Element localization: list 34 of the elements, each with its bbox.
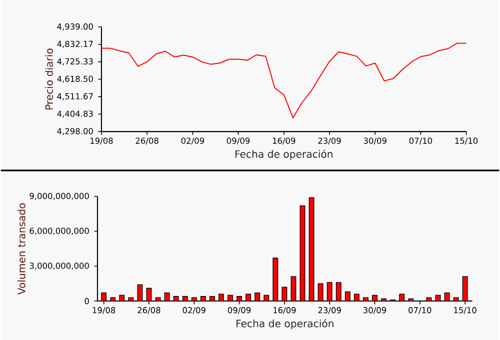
- x-tick-label: 26/08: [136, 138, 158, 145]
- x-tick-label: 26/08: [138, 307, 160, 314]
- y-tick-label: 0: [84, 298, 89, 304]
- x-axis-title: Fecha de operación: [236, 319, 334, 330]
- y-tick-label: 3,000,000,000: [30, 262, 89, 270]
- x-tick-label: 19/08: [90, 138, 113, 145]
- x-tick-label: 23/09: [318, 307, 341, 314]
- y-tick-label: 4,725.33: [57, 58, 93, 66]
- y-tick-label: 4,404.83: [57, 110, 93, 118]
- y-tick-label: 4,939.00: [57, 23, 93, 30]
- x-tick-label: 09/09: [226, 138, 250, 145]
- x-tick-label: 16/09: [273, 307, 296, 314]
- y-tick-label: 4,298.00: [57, 128, 93, 136]
- x-tick-label: 02/09: [181, 138, 204, 145]
- y-tick-label: 4,618.50: [57, 76, 93, 83]
- x-tick-label: 07/10: [409, 138, 432, 145]
- x-tick-label: 23/09: [318, 138, 341, 145]
- x-tick-label: 30/09: [364, 138, 386, 145]
- x-tick-label: 19/08: [92, 307, 116, 314]
- y-tick-label: 4,832.17: [57, 40, 93, 48]
- y-tick-label: 6,000,000,000: [30, 228, 89, 235]
- x-tick-label: 30/09: [364, 307, 386, 314]
- y-axis-title: Volumen transado: [18, 203, 26, 295]
- x-axis-title: Fecha de operación: [236, 150, 332, 160]
- y-tick-label: 9,000,000,000: [30, 192, 89, 200]
- x-tick-label: 15/10: [455, 138, 478, 145]
- x-tick-label: 09/09: [228, 307, 251, 314]
- x-tick-label: 07/10: [408, 307, 432, 314]
- x-tick-label: 16/09: [272, 138, 296, 145]
- x-tick-label: 15/10: [454, 307, 476, 314]
- line-series: [100, 42, 467, 118]
- y-axis-title: Precio diario: [45, 48, 53, 110]
- x-tick-label: 02/09: [182, 307, 206, 314]
- y-tick-label: 4,511.67: [57, 93, 93, 100]
